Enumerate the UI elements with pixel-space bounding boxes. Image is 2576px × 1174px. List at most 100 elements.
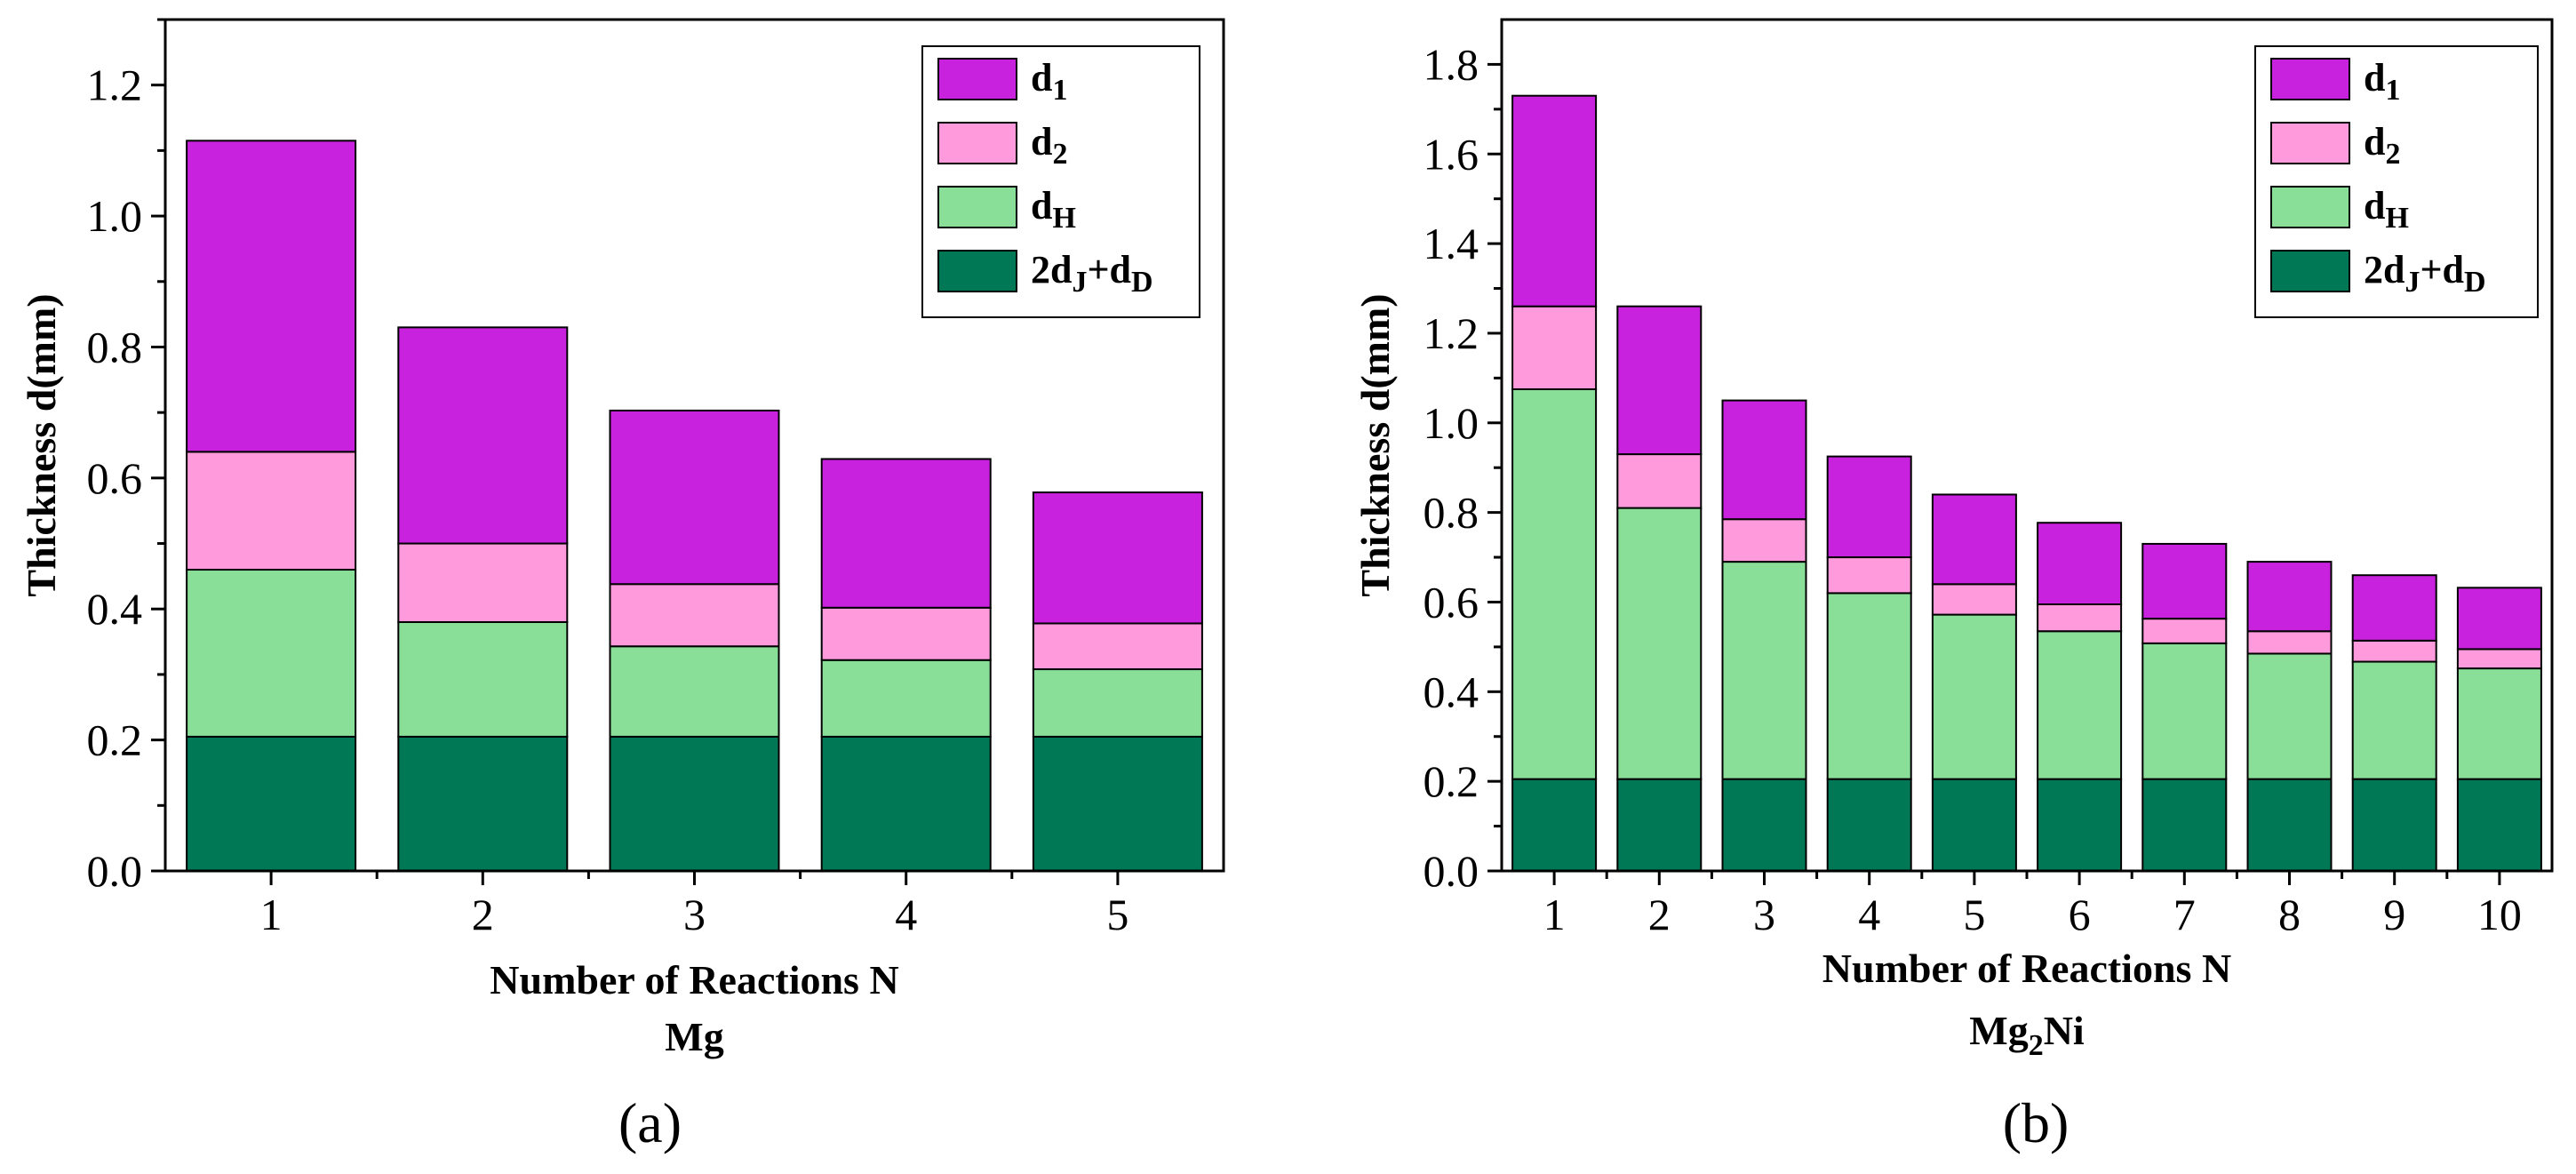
legend-label-d2: d2 bbox=[1031, 120, 1067, 171]
bar-2dJ+dD-4 bbox=[820, 735, 992, 873]
bar-dH-9 bbox=[2351, 660, 2437, 780]
chart-panel-b: 0.0 0.2 0.4 0.6 0.8 1.0 1.2 1.4 1.6 1.8 1 2 3 4 5 6 7 8 9 1… bbox=[1352, 18, 2554, 1154]
legend-swatch-2dJ+dD bbox=[2270, 250, 2350, 292]
bar-2dJ+dD-1 bbox=[186, 735, 357, 873]
bar-2dJ+dD-3 bbox=[1721, 778, 1807, 872]
legend: d1 d2 dH 2dJ+dD bbox=[2254, 45, 2539, 318]
y-tick-label: 0.0 bbox=[1424, 846, 1479, 896]
y-tick-label: 1.2 bbox=[1424, 308, 1479, 358]
bar-d1-5 bbox=[1032, 491, 1203, 625]
bar-2dJ+dD-6 bbox=[2037, 778, 2123, 872]
bar-2dJ+dD-5 bbox=[1032, 735, 1203, 873]
bar-d1-5 bbox=[1931, 493, 2017, 586]
y-tick-label: 0.8 bbox=[87, 322, 143, 371]
bar-dH-5 bbox=[1931, 613, 2017, 780]
bar-d2-4 bbox=[1826, 556, 1912, 595]
x-tick-label: 5 bbox=[1106, 890, 1128, 939]
y-tick-label: 1.0 bbox=[1424, 398, 1479, 448]
legend-label-dH: dH bbox=[1031, 184, 1076, 235]
bar-dH-4 bbox=[820, 659, 992, 738]
bar-d2-2 bbox=[1616, 453, 1703, 509]
y-tick-label: 0.0 bbox=[87, 846, 143, 896]
bar-d2-5 bbox=[1032, 622, 1203, 671]
bar-d1-7 bbox=[2141, 542, 2228, 620]
legend-label-dH: dH bbox=[2364, 184, 2409, 235]
bar-dH-3 bbox=[1721, 561, 1807, 780]
bar-dH-1 bbox=[1511, 387, 1598, 780]
bar-dH-7 bbox=[2141, 642, 2228, 780]
x-tick-label: 8 bbox=[2278, 890, 2301, 939]
bar-d1-8 bbox=[2246, 561, 2333, 633]
bar-2dJ+dD-4 bbox=[1826, 778, 1912, 872]
y-tick-label: 0.4 bbox=[87, 584, 143, 634]
panel-label: (a) bbox=[618, 1091, 682, 1154]
chart-panel-a: 0.0 0.2 0.4 0.6 0.8 1.0 1.2 1 2 3 4 5 Thickness d(mm… bbox=[19, 18, 1225, 1154]
x-tick-label: 10 bbox=[2477, 890, 2522, 939]
y-tick-label: 1.8 bbox=[1424, 39, 1479, 89]
bar-dH-2 bbox=[397, 620, 569, 738]
bar-d2-2 bbox=[397, 542, 569, 623]
bar-dH-8 bbox=[2246, 652, 2333, 780]
bar-2dJ+dD-10 bbox=[2456, 778, 2542, 872]
bar-dH-6 bbox=[2037, 630, 2123, 780]
bar-d2-8 bbox=[2246, 630, 2333, 655]
bar-d2-3 bbox=[609, 583, 780, 648]
bar-dH-2 bbox=[1616, 507, 1703, 780]
x-tick-label: 2 bbox=[472, 890, 494, 939]
bar-2dJ+dD-3 bbox=[609, 735, 780, 873]
legend: d1 d2 dH 2dJ+dD bbox=[921, 45, 1200, 318]
legend-swatch-d1 bbox=[2270, 58, 2350, 100]
legend-label-d1: d1 bbox=[2364, 56, 2400, 107]
bar-d2-10 bbox=[2456, 648, 2542, 670]
x-tick-label: 6 bbox=[2069, 890, 2091, 939]
bar-d1-2 bbox=[1616, 305, 1703, 456]
bar-d2-9 bbox=[2351, 639, 2437, 663]
y-tick-label: 1.6 bbox=[1424, 129, 1479, 179]
legend-label-d2: d2 bbox=[2364, 120, 2400, 171]
bar-d1-9 bbox=[2351, 574, 2437, 642]
bar-d1-3 bbox=[609, 409, 780, 586]
bar-dH-3 bbox=[609, 645, 780, 738]
panel-label: (b) bbox=[2003, 1091, 2070, 1154]
legend-swatch-d2 bbox=[937, 122, 1017, 164]
legend-label-2dJ+dD: 2dJ+dD bbox=[2364, 248, 2486, 299]
bar-d2-1 bbox=[1511, 305, 1598, 390]
x-tick-label: 4 bbox=[895, 890, 917, 939]
chart-title: Mg bbox=[665, 1014, 723, 1059]
y-tick-label: 0.2 bbox=[1424, 756, 1479, 806]
legend-swatch-d2 bbox=[2270, 122, 2350, 164]
x-tick-label: 9 bbox=[2383, 890, 2405, 939]
legend-swatch-2dJ+dD bbox=[937, 250, 1017, 292]
bar-dH-5 bbox=[1032, 668, 1203, 738]
bar-d2-7 bbox=[2141, 618, 2228, 644]
bar-d1-10 bbox=[2456, 587, 2542, 651]
y-tick-label: 1.4 bbox=[1424, 219, 1479, 268]
bar-d1-6 bbox=[2037, 522, 2123, 605]
legend-label-d1: d1 bbox=[1031, 56, 1067, 107]
y-axis-title: Thickness d(mm) bbox=[19, 293, 64, 596]
bar-d1-1 bbox=[186, 140, 357, 453]
bar-dH-1 bbox=[186, 569, 357, 738]
y-tick-label: 0.6 bbox=[87, 453, 143, 503]
y-tick-label: 0.8 bbox=[1424, 488, 1479, 538]
bar-d2-6 bbox=[2037, 603, 2123, 633]
legend-label-2dJ+dD: 2dJ+dD bbox=[1031, 248, 1153, 299]
bar-2dJ+dD-8 bbox=[2246, 778, 2333, 872]
bar-d1-2 bbox=[397, 326, 569, 545]
chart-title: Mg2Ni bbox=[1969, 1008, 2085, 1062]
bar-d1-4 bbox=[820, 458, 992, 609]
x-axis-title: Number of Reactions N bbox=[1822, 946, 2231, 991]
x-tick-label: 2 bbox=[1648, 890, 1671, 939]
bar-dH-10 bbox=[2456, 667, 2542, 780]
x-tick-label: 3 bbox=[1753, 890, 1775, 939]
x-tick-label: 3 bbox=[683, 890, 706, 939]
y-axis-title: Thickness d(mm) bbox=[1352, 293, 1398, 596]
x-axis-title: Number of Reactions N bbox=[490, 957, 898, 1002]
legend-swatch-d1 bbox=[937, 58, 1017, 100]
y-tick-label: 0.2 bbox=[87, 715, 143, 765]
bar-2dJ+dD-2 bbox=[1616, 778, 1703, 872]
x-tick-label: 1 bbox=[1543, 890, 1566, 939]
y-tick-label: 1.2 bbox=[87, 60, 143, 110]
bar-d2-1 bbox=[186, 451, 357, 571]
